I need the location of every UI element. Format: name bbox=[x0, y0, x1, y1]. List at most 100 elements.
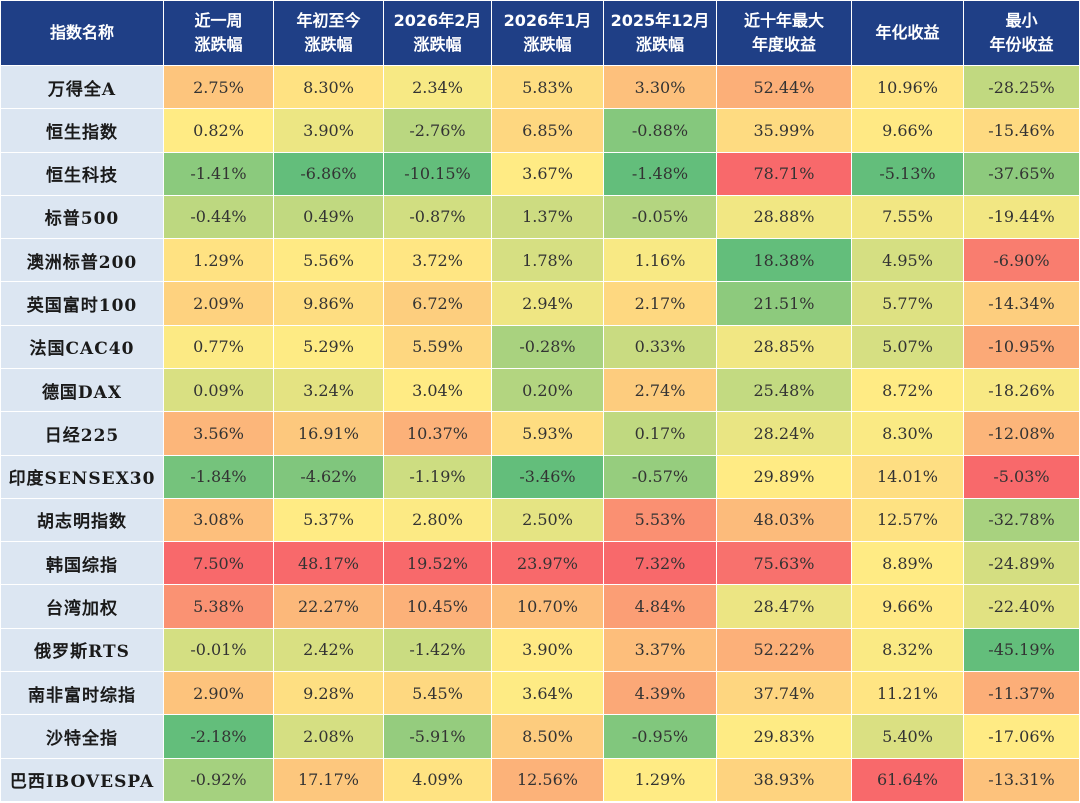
value-cell: 2.74% bbox=[603, 367, 717, 413]
value-cell: 5.40% bbox=[851, 714, 964, 759]
column-header-0: 指数名称 bbox=[0, 0, 164, 66]
value-cell: 78.71% bbox=[716, 151, 852, 196]
value-cell: -1.19% bbox=[383, 454, 492, 499]
value-cell: 17.17% bbox=[273, 757, 384, 802]
value-cell: 28.85% bbox=[716, 324, 852, 369]
index-name-cell: 巴西IBOVESPA bbox=[0, 757, 164, 802]
value-cell: 1.78% bbox=[491, 238, 604, 283]
index-name-cell: 澳洲标普200 bbox=[0, 238, 164, 283]
value-cell: 29.89% bbox=[716, 454, 852, 499]
value-cell: 2.90% bbox=[163, 670, 274, 716]
value-cell: 5.38% bbox=[163, 584, 274, 629]
value-cell: 28.47% bbox=[716, 584, 852, 629]
value-cell: -1.41% bbox=[163, 151, 274, 196]
value-cell: 9.66% bbox=[851, 584, 964, 629]
value-cell: 5.29% bbox=[273, 324, 384, 369]
value-cell: -10.95% bbox=[963, 324, 1080, 369]
value-cell: 4.09% bbox=[383, 757, 492, 802]
value-cell: 19.52% bbox=[383, 541, 492, 586]
table-row: 韩国综指 7.50% 48.17% 19.52% 23.97% 7.32% 75.63% 8.… bbox=[0, 541, 1080, 586]
value-cell: 2.09% bbox=[163, 281, 274, 326]
table-row: 印度SENSEX30 -1.84% -4.62% -1.19% -3.46% -0.57%… bbox=[0, 454, 1080, 499]
value-cell: -5.13% bbox=[851, 151, 964, 196]
index-name-cell: 韩国综指 bbox=[0, 541, 164, 586]
column-header-line: 2026年2月 bbox=[393, 11, 482, 30]
index-name-cell: 台湾加权 bbox=[0, 584, 164, 629]
column-header-line: 2025年12月 bbox=[610, 11, 710, 30]
value-cell: 11.21% bbox=[851, 670, 964, 716]
column-header-3: 2026年2月 涨跌幅 bbox=[383, 0, 492, 66]
value-cell: -0.57% bbox=[603, 454, 717, 499]
index-name-cell: 沙特全指 bbox=[0, 714, 164, 759]
value-cell: -0.44% bbox=[163, 194, 274, 240]
index-name-cell: 恒生指数 bbox=[0, 108, 164, 153]
value-cell: 5.07% bbox=[851, 324, 964, 369]
value-cell: -0.01% bbox=[163, 627, 274, 672]
value-cell: 37.74% bbox=[716, 670, 852, 716]
value-cell: -3.46% bbox=[491, 454, 604, 499]
table-row: 标普500 -0.44% 0.49% -0.87% 1.37% -0.05% 28.88% 7… bbox=[0, 194, 1080, 240]
value-cell: -24.89% bbox=[963, 541, 1080, 586]
index-name-cell: 印度SENSEX30 bbox=[0, 454, 164, 499]
value-cell: 2.08% bbox=[273, 714, 384, 759]
value-cell: 1.29% bbox=[163, 238, 274, 283]
value-cell: 48.03% bbox=[716, 497, 852, 543]
value-cell: -15.46% bbox=[963, 108, 1080, 153]
column-header-line: 年化收益 bbox=[875, 23, 940, 42]
value-cell: 12.56% bbox=[491, 757, 604, 802]
value-cell: 9.86% bbox=[273, 281, 384, 326]
table-row: 德国DAX 0.09% 3.24% 3.04% 0.20% 2.74% 25.48% 8.72… bbox=[0, 367, 1080, 413]
column-header-1: 近一周 涨跌幅 bbox=[163, 0, 274, 66]
table-row: 澳洲标普200 1.29% 5.56% 3.72% 1.78% 1.16% 18.38% 4.… bbox=[0, 238, 1080, 283]
value-cell: 8.89% bbox=[851, 541, 964, 586]
value-cell: 3.64% bbox=[491, 670, 604, 716]
value-cell: 0.77% bbox=[163, 324, 274, 369]
value-cell: 28.88% bbox=[716, 194, 852, 240]
value-cell: 10.70% bbox=[491, 584, 604, 629]
value-cell: -5.91% bbox=[383, 714, 492, 759]
value-cell: -0.05% bbox=[603, 194, 717, 240]
value-cell: 12.57% bbox=[851, 497, 964, 543]
value-cell: 16.91% bbox=[273, 411, 384, 456]
value-cell: 8.50% bbox=[491, 714, 604, 759]
value-cell: 3.04% bbox=[383, 367, 492, 413]
value-cell: -1.48% bbox=[603, 151, 717, 196]
column-header-5: 2025年12月 涨跌幅 bbox=[603, 0, 717, 66]
value-cell: 52.22% bbox=[716, 627, 852, 672]
value-cell: 3.90% bbox=[491, 627, 604, 672]
value-cell: -37.65% bbox=[963, 151, 1080, 196]
value-cell: 8.30% bbox=[273, 64, 384, 110]
value-cell: 2.50% bbox=[491, 497, 604, 543]
value-cell: 4.84% bbox=[603, 584, 717, 629]
value-cell: -19.44% bbox=[963, 194, 1080, 240]
table-row: 沙特全指 -2.18% 2.08% -5.91% 8.50% -0.95% 29.83% 5.… bbox=[0, 714, 1080, 759]
value-cell: -1.42% bbox=[383, 627, 492, 672]
value-cell: 9.28% bbox=[273, 670, 384, 716]
value-cell: 5.59% bbox=[383, 324, 492, 369]
value-cell: -2.18% bbox=[163, 714, 274, 759]
value-cell: -10.15% bbox=[383, 151, 492, 196]
value-cell: -0.28% bbox=[491, 324, 604, 369]
value-cell: -0.87% bbox=[383, 194, 492, 240]
column-header-line: 指数名称 bbox=[49, 23, 114, 42]
value-cell: 25.48% bbox=[716, 367, 852, 413]
column-header-6: 近十年最大 年度收益 bbox=[716, 0, 852, 66]
index-name-cell: 南非富时综指 bbox=[0, 670, 164, 716]
column-header-line: 最小 bbox=[1005, 11, 1038, 30]
value-cell: 28.24% bbox=[716, 411, 852, 456]
value-cell: 3.56% bbox=[163, 411, 274, 456]
column-header-line: 年份收益 bbox=[989, 35, 1054, 54]
value-cell: 35.99% bbox=[716, 108, 852, 153]
value-cell: 2.94% bbox=[491, 281, 604, 326]
table-row: 巴西IBOVESPA -0.92% 17.17% 4.09% 12.56% 1.29% 38… bbox=[0, 757, 1080, 802]
value-cell: -14.34% bbox=[963, 281, 1080, 326]
table-row: 法国CAC40 0.77% 5.29% 5.59% -0.28% 0.33% 28.85% 5… bbox=[0, 324, 1080, 369]
value-cell: -17.06% bbox=[963, 714, 1080, 759]
index-name-cell: 恒生科技 bbox=[0, 151, 164, 196]
value-cell: 3.24% bbox=[273, 367, 384, 413]
value-cell: 52.44% bbox=[716, 64, 852, 110]
value-cell: -2.76% bbox=[383, 108, 492, 153]
value-cell: 3.72% bbox=[383, 238, 492, 283]
value-cell: 3.90% bbox=[273, 108, 384, 153]
